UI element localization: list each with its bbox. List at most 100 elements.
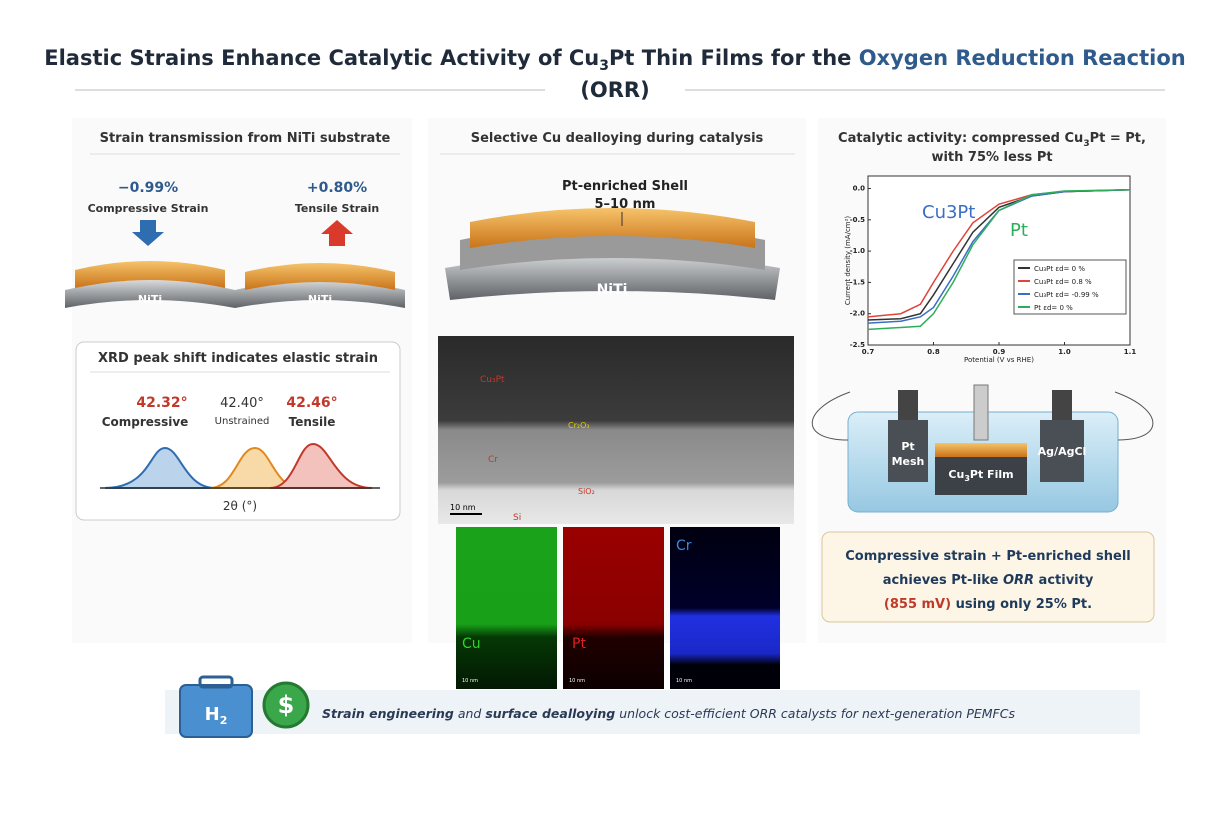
y-tick-label: -2.0 xyxy=(850,310,865,318)
tem-image xyxy=(438,336,794,524)
label-part: Pt Film xyxy=(970,468,1014,481)
panel-heading: Selective Cu dealloying during catalysis xyxy=(471,131,764,146)
x-tick-label: 0.8 xyxy=(927,348,940,356)
peak-label: Unstrained xyxy=(215,416,270,427)
cell-label: Cu3Pt Film xyxy=(948,468,1013,483)
eds-map xyxy=(563,527,664,689)
y-tick-label: -0.5 xyxy=(850,216,865,224)
legend-label: Cu₃Pt εd= 0 % xyxy=(1034,265,1085,273)
conclusion-box xyxy=(821,531,1155,623)
peak-label: Compressive xyxy=(102,415,189,429)
text-part: H xyxy=(205,704,220,725)
y-axis-label: Current density (mA/cm²) xyxy=(844,216,852,306)
cell-label: Mesh xyxy=(892,455,925,468)
h2-badge xyxy=(179,684,253,738)
substrate-label: NiTi xyxy=(597,282,628,298)
substrate xyxy=(65,280,235,308)
peak xyxy=(104,446,216,489)
x-tick-label: 1.1 xyxy=(1124,348,1137,356)
series-line xyxy=(867,189,1131,324)
shell-label: Pt-enriched Shell xyxy=(562,179,688,194)
peak-angle: 42.32° xyxy=(136,395,187,411)
series-line xyxy=(867,189,1131,331)
heading-part: Catalytic activity: compressed Cu xyxy=(838,131,1083,146)
strain-value: −0.99% xyxy=(118,180,178,196)
xrd-box xyxy=(75,341,401,521)
legend-label: Cu₃Pt εd= -0.99 % xyxy=(1034,291,1099,299)
text-part: unlock cost-efficient ORR catalysts for … xyxy=(615,706,1015,721)
sample-holder xyxy=(935,455,1027,495)
text-part: ORR xyxy=(1003,573,1034,588)
y-tick-label: -1.0 xyxy=(850,247,865,255)
strain-label: Tensile Strain xyxy=(295,202,379,215)
film xyxy=(75,261,225,288)
eds-map xyxy=(670,527,780,689)
handle xyxy=(198,675,234,689)
peak-angle: 42.40° xyxy=(220,396,264,411)
x-tick-label: 0.9 xyxy=(993,348,1006,356)
y-tick-label: -1.5 xyxy=(850,278,865,286)
title: Elastic Strains Enhance Catalytic Activi… xyxy=(44,46,1186,74)
conclusion-line: achieves Pt-like ORR activity xyxy=(883,573,1094,588)
arrow-down xyxy=(132,220,164,246)
wire xyxy=(1114,391,1154,441)
heading-sub: 3 xyxy=(1083,139,1089,149)
substrate-label: NiTi xyxy=(138,293,162,306)
eds-map xyxy=(456,527,557,689)
substrate-label: NiTi xyxy=(308,293,332,306)
conclusion-line: Compressive strain + Pt-enriched shell xyxy=(845,549,1131,564)
panel-heading: Catalytic activity: compressed Cu3Pt = P… xyxy=(838,131,1146,149)
tem-label: Si xyxy=(513,513,521,523)
plot: 0.7 0.8 0.9 1.0 1.1 0.0 -0.5 -1.0 -1.5 -2.0 -2.5 Po… xyxy=(844,175,1137,364)
film xyxy=(245,263,395,290)
legend-label: Pt εd= 0 % xyxy=(1034,304,1073,312)
conclusion-line: (855 mV) using only 25% Pt. xyxy=(884,597,1092,612)
tem-label: Cr xyxy=(488,455,498,465)
annotation: Cu3Pt xyxy=(922,202,975,223)
scale-label: 10 nm xyxy=(450,503,476,512)
substrate xyxy=(235,280,405,308)
peak-label: Tensile xyxy=(289,415,336,429)
title-sub: 3 xyxy=(599,58,609,74)
peak-angle: 42.46° xyxy=(286,395,337,411)
panel-heading: with 75% less Pt xyxy=(931,150,1052,165)
y-tick-label: -2.5 xyxy=(850,341,865,349)
scale-label: 10 nm xyxy=(676,678,692,684)
film xyxy=(935,443,1027,457)
coin xyxy=(262,681,310,729)
cell-label: Pt xyxy=(901,440,914,453)
electrode xyxy=(1052,390,1072,420)
cell-label: Ag/AgCl xyxy=(1038,445,1087,458)
strain-value: +0.80% xyxy=(307,180,367,196)
rod xyxy=(973,384,989,441)
title-line2: (ORR) xyxy=(580,78,649,102)
electrode xyxy=(898,390,918,420)
axis-label: 2θ (°) xyxy=(223,499,257,513)
legend-box xyxy=(1013,259,1127,315)
scale-label: 10 nm xyxy=(462,678,478,684)
tem-label: Cu₃Pt xyxy=(480,375,505,385)
xrd-heading: XRD peak shift indicates elastic strain xyxy=(98,351,378,366)
label-part: Cu xyxy=(948,468,964,481)
text-part: surface dealloying xyxy=(485,706,615,721)
tem-label: SiO₂ xyxy=(578,487,595,496)
text-part: using only 25% Pt. xyxy=(951,597,1092,612)
strain-label: Compressive Strain xyxy=(88,202,209,215)
annotation: Pt xyxy=(1010,220,1028,241)
text-part: (855 mV) xyxy=(884,597,951,612)
text-sub: 2 xyxy=(220,714,228,727)
footer-text: Strain engineering and surface dealloyin… xyxy=(322,706,1015,721)
wire xyxy=(811,391,851,441)
x-tick-label: 0.7 xyxy=(862,348,875,356)
heading-part: Pt = Pt, xyxy=(1090,131,1146,146)
scale-label: 10 nm xyxy=(569,678,585,684)
coin-label: $ xyxy=(278,691,295,719)
electrode xyxy=(1040,420,1084,482)
shell xyxy=(470,208,755,248)
text-part: Strain engineering xyxy=(322,706,454,721)
text-part: achieves Pt-like xyxy=(883,573,1003,588)
footer-band xyxy=(165,690,1140,734)
text-part: activity xyxy=(1034,573,1094,588)
title-highlight: Oxygen Reduction Reaction xyxy=(859,46,1186,70)
